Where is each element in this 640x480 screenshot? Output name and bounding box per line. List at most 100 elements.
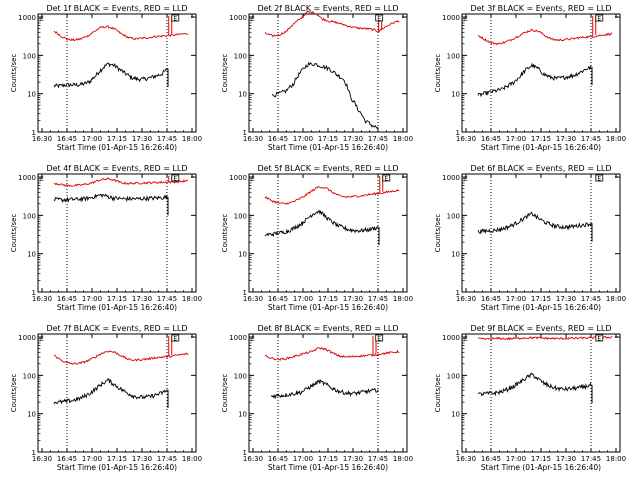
y-tick-label: 1000 (18, 14, 36, 22)
series-events-line (477, 62, 592, 98)
chart-title: Det 6f BLACK = Events, RED = LLD (470, 164, 611, 173)
y-tick-label: 1000 (229, 14, 247, 22)
x-tick-label: 18:00 (393, 455, 413, 463)
x-tick-label: 17:45 (581, 295, 601, 303)
plot-frame (248, 13, 408, 133)
y-tick-label: 1 (32, 289, 36, 297)
x-axis-label: Start Time (01-Apr-15 16:26:40) (481, 463, 601, 472)
plot-frame (37, 173, 197, 293)
x-tick-label: 17:30 (343, 135, 363, 143)
event-marker-label: E (597, 175, 601, 182)
x-tick-label: 17:15 (107, 295, 127, 303)
chart-panel-8f: Det 8f BLACK = Events, RED = LLD 16:30 16:… (221, 324, 413, 472)
y-tick-label: 1000 (229, 174, 247, 182)
y-tick-label: 10 (238, 91, 247, 99)
x-tick-label: 18:00 (393, 135, 413, 143)
y-tick-label: 100 (234, 52, 247, 60)
x-tick-label: 17:30 (556, 295, 576, 303)
y-tick-label: 1000 (229, 334, 247, 342)
y-tick-label: 100 (234, 212, 247, 220)
y-tick-label: 1000 (442, 174, 460, 182)
x-tick-label: 16:45 (268, 295, 288, 303)
series-events-line (271, 61, 379, 129)
y-tick-label: 100 (447, 52, 460, 60)
series-events-line (270, 378, 379, 400)
x-axis-label: Start Time (01-Apr-15 16:26:40) (268, 303, 388, 312)
corner-marker-label: E (40, 336, 44, 343)
chart-panel-6f: Det 6f BLACK = Events, RED = LLD 16:30 16:… (434, 164, 626, 312)
y-tick-label: 100 (23, 52, 36, 60)
x-tick-label: 18:00 (606, 455, 626, 463)
x-tick-label: 17:00 (293, 455, 313, 463)
event-marker-box (595, 334, 604, 342)
y-tick-label: 10 (27, 411, 36, 419)
y-axis-label: Counts/sec (434, 374, 442, 413)
x-tick-label: 17:15 (318, 295, 338, 303)
chart-title: Det 3f BLACK = Events, RED = LLD (470, 4, 611, 13)
y-tick-label: 100 (447, 372, 460, 380)
x-tick-label: 18:00 (393, 295, 413, 303)
y-axis-label: Counts/sec (221, 374, 229, 413)
x-tick-label: 17:15 (531, 295, 551, 303)
series-events-line (477, 211, 592, 235)
x-tick-label: 17:15 (107, 455, 127, 463)
series-lld-line (264, 10, 400, 38)
y-tick-label: 10 (238, 411, 247, 419)
x-tick-label: 17:45 (157, 455, 177, 463)
corner-marker-label: E (464, 16, 468, 23)
x-axis-label: Start Time (01-Apr-15 16:26:40) (268, 463, 388, 472)
y-tick-label: 10 (451, 411, 460, 419)
series-events-line (53, 378, 168, 405)
x-tick-label: 16:30 (243, 455, 263, 463)
y-tick-label: 1 (456, 129, 460, 137)
x-tick-label: 16:30 (456, 455, 476, 463)
chart-panel-7f: Det 7f BLACK = Events, RED = LLD 16:30 16:… (10, 324, 202, 472)
y-tick-label: 1 (456, 449, 460, 457)
x-tick-label: 16:30 (32, 135, 52, 143)
x-tick-label: 17:30 (556, 135, 576, 143)
x-tick-label: 17:30 (132, 135, 152, 143)
y-tick-label: 100 (23, 212, 36, 220)
event-marker-label: E (173, 175, 177, 182)
x-tick-label: 16:30 (32, 455, 52, 463)
x-tick-label: 17:00 (82, 135, 102, 143)
chart-title: Det 4f BLACK = Events, RED = LLD (46, 164, 187, 173)
chart-panel-3f: Det 3f BLACK = Events, RED = LLD 16:30 16:… (434, 4, 626, 152)
x-tick-label: 17:30 (132, 455, 152, 463)
y-axis-label: Counts/sec (10, 374, 18, 413)
x-tick-label: 16:45 (268, 455, 288, 463)
y-tick-label: 1 (32, 129, 36, 137)
x-tick-label: 16:30 (32, 295, 52, 303)
x-tick-label: 16:30 (456, 135, 476, 143)
chart-panel-4f: Det 4f BLACK = Events, RED = LLD 16:30 16:… (10, 164, 202, 312)
x-tick-label: 16:45 (481, 295, 501, 303)
series-lld-line (53, 177, 189, 188)
series-lld-line (264, 347, 400, 361)
y-tick-label: 10 (451, 91, 460, 99)
event-marker-box (171, 14, 180, 22)
corner-marker-label: E (40, 176, 44, 183)
y-tick-label: 10 (238, 251, 247, 259)
event-marker-box (595, 174, 604, 182)
x-tick-label: 18:00 (606, 135, 626, 143)
x-tick-label: 17:00 (506, 455, 526, 463)
y-tick-label: 1 (32, 449, 36, 457)
x-tick-label: 16:45 (57, 455, 77, 463)
x-tick-label: 17:30 (343, 455, 363, 463)
x-tick-label: 17:15 (531, 455, 551, 463)
event-marker-label: E (597, 335, 601, 342)
series-events-line (477, 372, 592, 397)
corner-marker-label: E (40, 16, 44, 23)
corner-marker-label: E (251, 16, 255, 23)
x-tick-label: 18:00 (606, 295, 626, 303)
chart-panel-9f: Det 9f BLACK = Events, RED = LLD 16:30 16:… (434, 324, 626, 472)
x-tick-label: 17:30 (556, 455, 576, 463)
x-tick-label: 16:45 (481, 135, 501, 143)
series-lld-line (478, 336, 613, 341)
y-tick-label: 100 (234, 372, 247, 380)
x-tick-label: 17:00 (293, 295, 313, 303)
y-axis-label: Counts/sec (221, 214, 229, 253)
chart-panel-2f: Det 2f BLACK = Events, RED = LLD 16:30 16:… (221, 4, 413, 152)
y-tick-label: 100 (23, 372, 36, 380)
